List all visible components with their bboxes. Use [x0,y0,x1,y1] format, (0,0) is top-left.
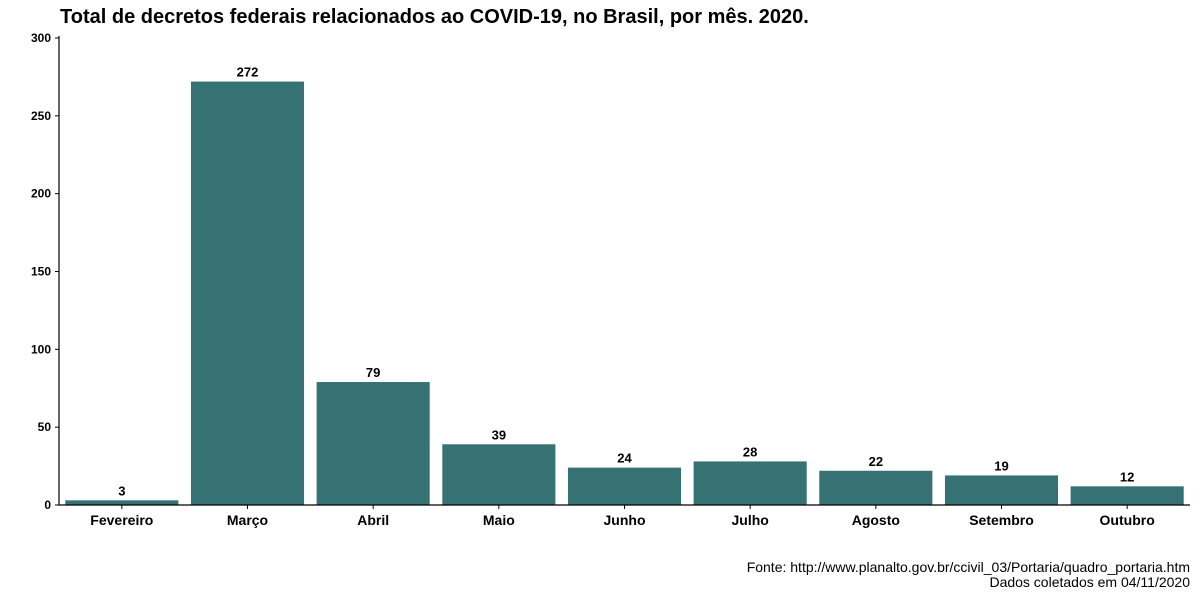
data-label: 3 [118,483,125,498]
y-tick-label: 150 [31,265,51,279]
x-tick-label: Fevereiro [90,512,153,528]
caption-collected-date: Dados coletados em 04/11/2020 [989,574,1190,590]
data-label: 12 [1120,469,1134,484]
data-label: 19 [994,458,1008,473]
y-tick-label: 200 [31,187,51,201]
data-label: 22 [869,454,883,469]
bar-maio [442,444,556,505]
data-label: 272 [237,65,259,80]
x-axis: Fevereiro Março Abril Maio Junho Julho Agosto S… [59,504,1190,528]
x-tick-label: Setembro [969,512,1034,528]
y-tick-label: 100 [31,342,51,356]
x-tick-label: Junho [604,512,646,528]
data-labels: 3 272 79 39 24 28 22 19 12 [118,65,1134,499]
bar-agosto [819,470,933,505]
data-label: 79 [366,365,380,380]
y-tick-label: 50 [38,420,52,434]
x-tick-label: Março [227,512,268,528]
bars [65,81,1184,505]
x-tick-label: Julho [731,512,768,528]
data-label: 24 [617,451,632,466]
bar-março [190,81,305,505]
chart-title: Total de decretos federais relacionados … [60,6,809,28]
data-label: 39 [492,427,506,442]
y-axis: 0 50 100 150 200 250 300 [31,31,60,512]
caption-source: Fonte: http://www.planalto.gov.br/ccivil… [746,559,1190,575]
bar-julho [693,461,807,505]
data-label: 28 [743,444,757,459]
x-tick-label: Outubro [1100,512,1155,528]
bar-junho [567,467,682,505]
x-tick-label: Maio [483,512,515,528]
bar-setembro [944,475,1059,505]
bar-abril [316,382,430,505]
x-tick-label: Abril [357,512,389,528]
bar-fevereiro [65,500,179,505]
bar-outubro [1070,486,1184,505]
x-tick-label: Agosto [852,512,900,528]
y-tick-label: 300 [31,31,51,45]
y-tick-label: 250 [31,109,51,123]
y-tick-label: 0 [44,498,51,512]
